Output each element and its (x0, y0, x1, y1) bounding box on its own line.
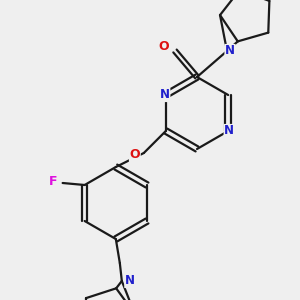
Text: N: N (125, 274, 135, 287)
Text: F: F (48, 176, 57, 188)
Text: O: O (130, 148, 140, 161)
Text: N: N (224, 124, 234, 137)
Text: N: N (225, 44, 235, 58)
Text: N: N (160, 88, 170, 101)
Text: O: O (159, 40, 169, 53)
